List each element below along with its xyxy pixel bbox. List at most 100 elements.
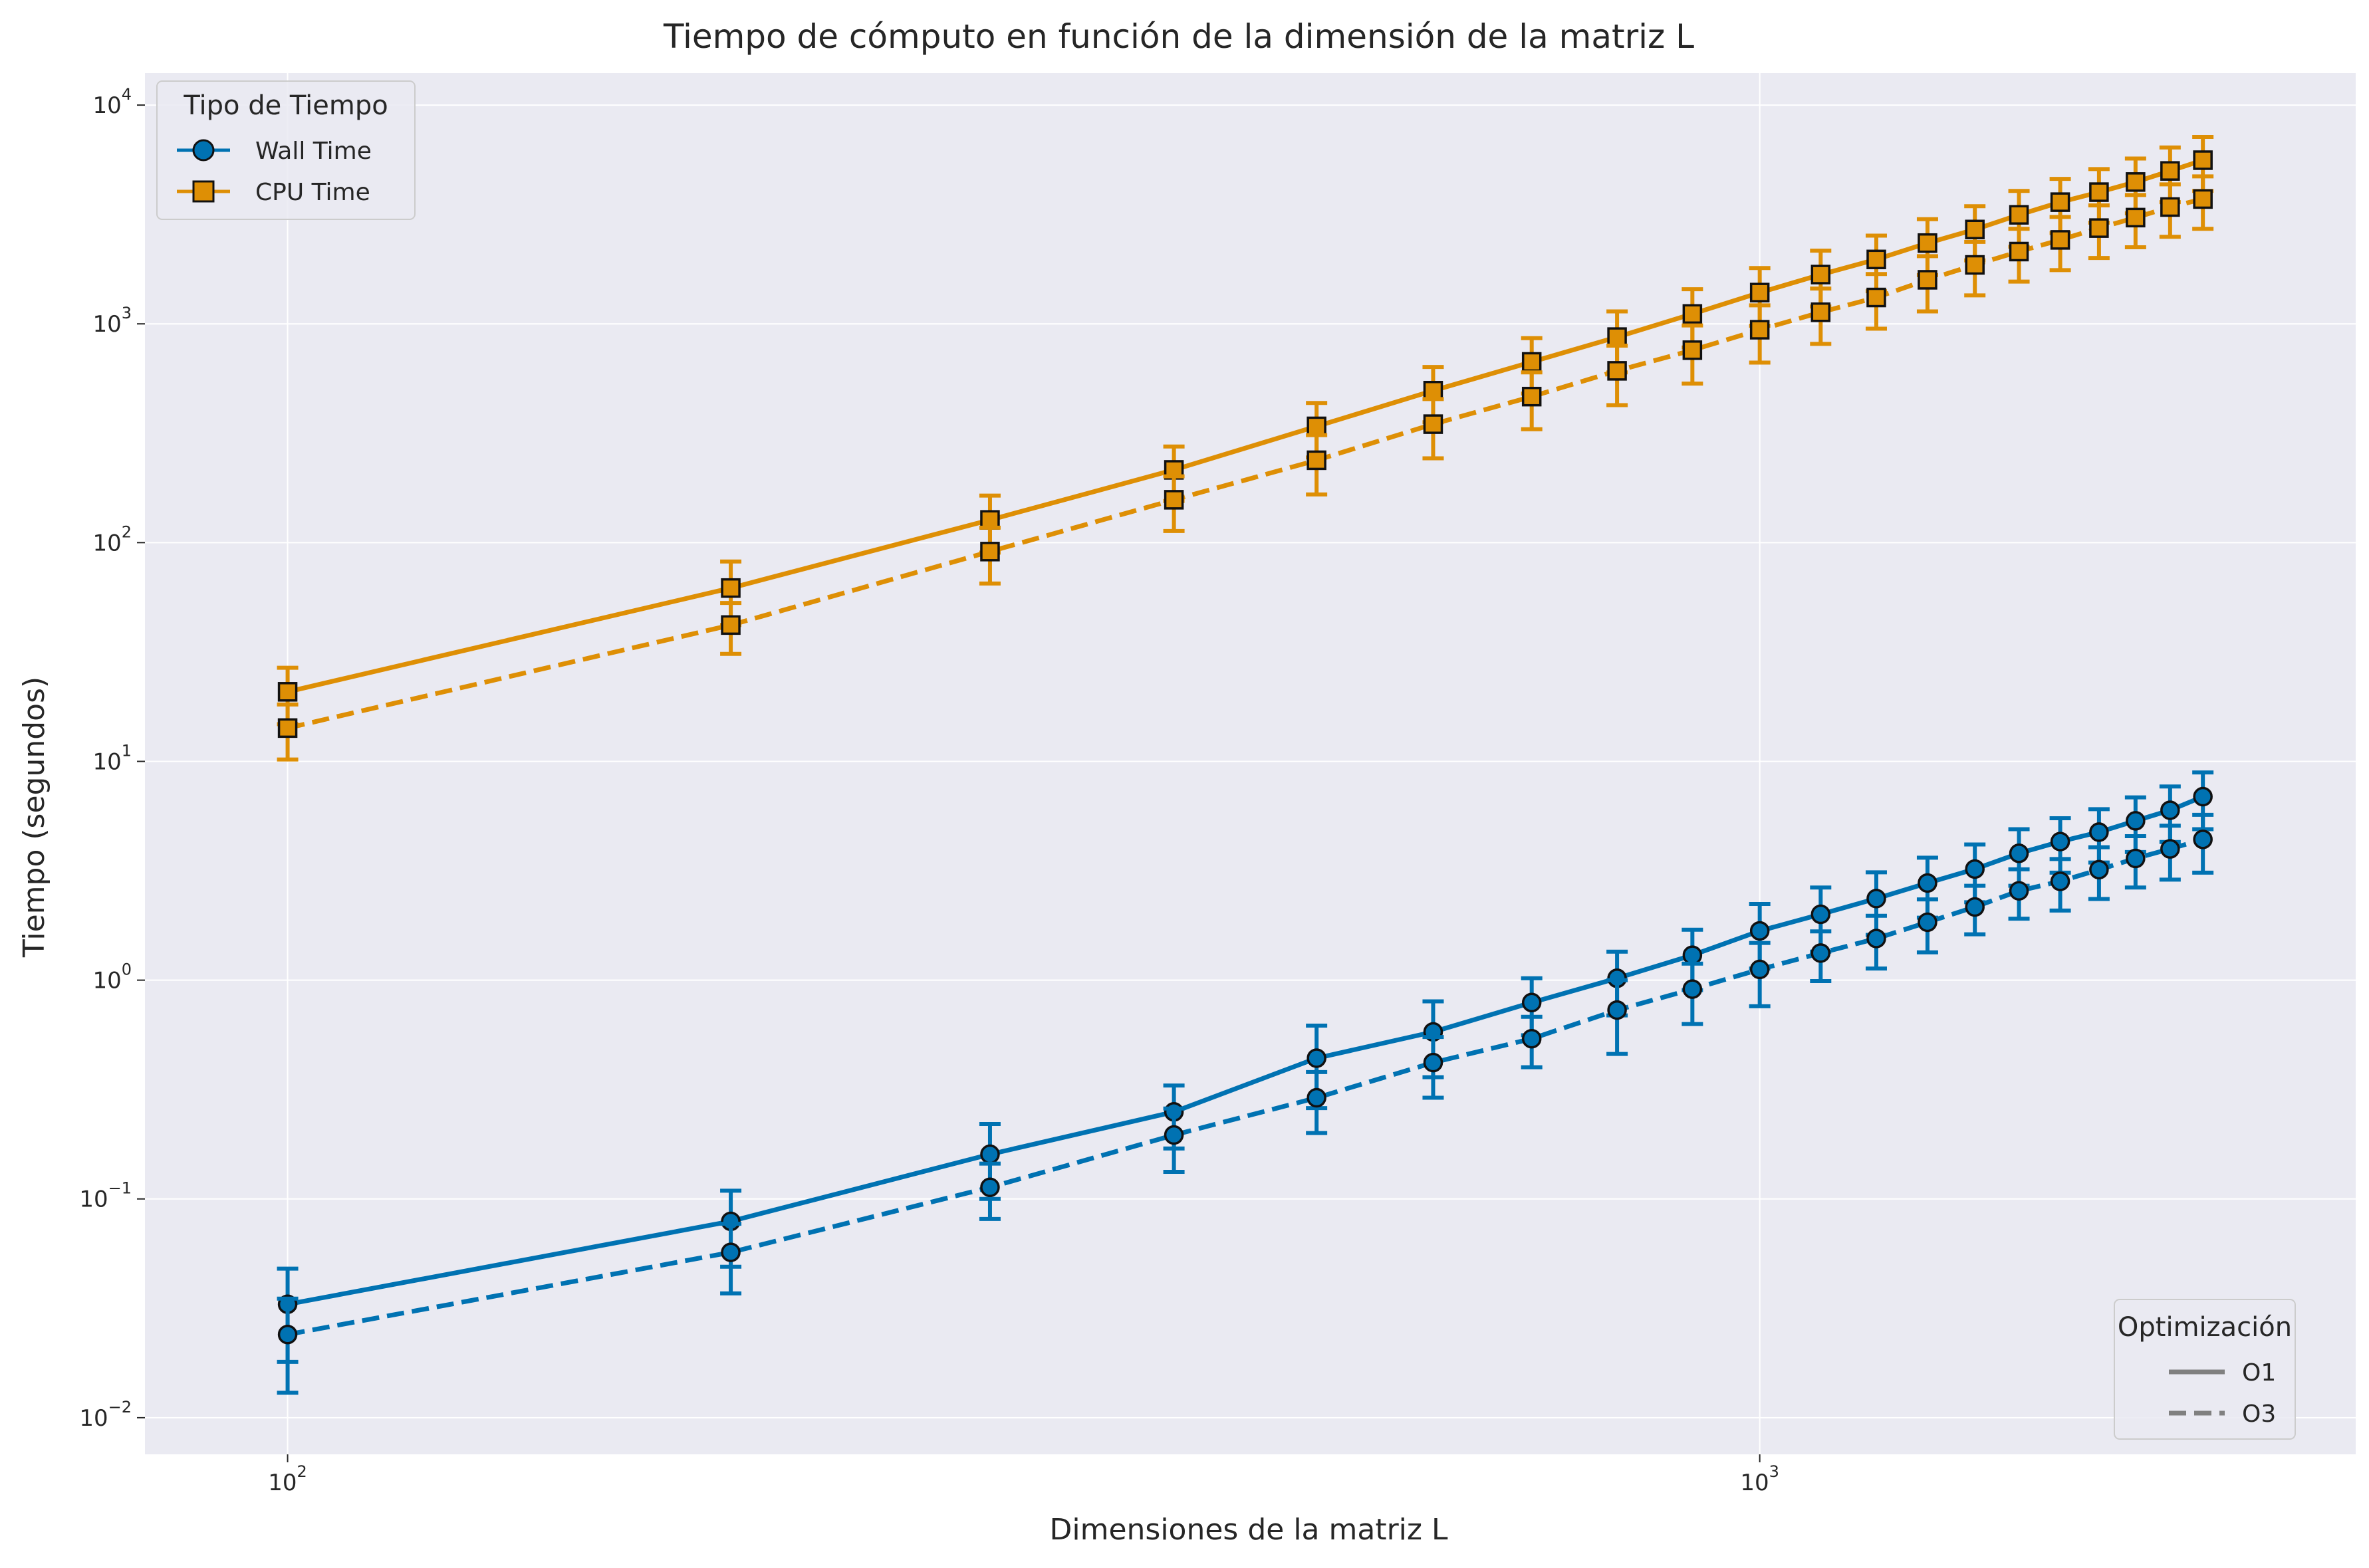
- legend-frame: [156, 80, 416, 220]
- data-point: [1918, 873, 1937, 893]
- data-point: [1810, 265, 1831, 284]
- data-point: [980, 1177, 1000, 1198]
- legend-frame: [2114, 1299, 2296, 1440]
- data-point: [1810, 904, 1831, 925]
- data-point: [1918, 233, 1937, 253]
- data-point: [1423, 414, 1443, 434]
- data-point: [2193, 830, 2213, 849]
- data-point: [1682, 979, 1703, 999]
- data-point: [2050, 192, 2070, 212]
- x-tick-exponent: 2: [297, 1462, 307, 1481]
- y-axis-label: Tiempo (segundos): [17, 677, 51, 958]
- data-point: [1682, 340, 1703, 360]
- data-point: [1521, 992, 1542, 1013]
- data-point: [2126, 172, 2146, 192]
- data-point: [1307, 1048, 1326, 1068]
- data-point: [1965, 897, 1985, 917]
- data-point: [1682, 304, 1703, 324]
- data-point: [1521, 386, 1542, 407]
- y-tick-exponent: 3: [122, 304, 132, 322]
- data-point: [1810, 943, 1831, 963]
- series-line: [287, 837, 2204, 1337]
- data-point: [2160, 161, 2180, 181]
- data-point: [2126, 848, 2146, 869]
- data-point: [2126, 811, 2146, 831]
- data-point: [277, 682, 298, 702]
- chart-title: Tiempo de cómputo en función de la dimen…: [663, 17, 1694, 56]
- data-point: [2160, 197, 2180, 217]
- y-tick-exponent: −1: [108, 1179, 132, 1198]
- data-point: [1866, 287, 1886, 308]
- series-wall-time-o3: [277, 812, 2214, 1395]
- data-point: [2050, 230, 2070, 250]
- data-point: [2089, 859, 2109, 880]
- data-point: [1164, 1125, 1184, 1145]
- data-point: [2050, 871, 2070, 891]
- data-point: [1866, 889, 1886, 909]
- data-point: [721, 1242, 741, 1262]
- legend-square-marker: [192, 180, 215, 203]
- data-point: [1423, 1052, 1443, 1073]
- data-point: [721, 578, 741, 598]
- y-tick-exponent: 1: [122, 741, 132, 760]
- legend-title: Optimización: [2118, 1312, 2292, 1343]
- x-axis-label: Dimensiones de la matriz L: [1049, 1513, 1447, 1547]
- data-point: [1866, 929, 1886, 949]
- data-point: [2193, 189, 2213, 209]
- data-point: [1965, 255, 1985, 275]
- legend-optimizacion: Optimización O1 O3: [2114, 1299, 2296, 1440]
- data-point: [1965, 859, 1985, 879]
- data-point: [1307, 1087, 1326, 1108]
- data-point: [2050, 832, 2070, 851]
- y-tick-exponent: 0: [122, 960, 132, 979]
- data-point: [2193, 150, 2213, 170]
- data-point: [2126, 207, 2146, 228]
- y-tick-exponent: −2: [108, 1398, 132, 1416]
- legend-title: Tipo de Tiempo: [183, 90, 388, 121]
- data-point: [1918, 912, 1937, 933]
- data-point: [1607, 327, 1627, 347]
- x-tick-exponent: 3: [1769, 1462, 1779, 1481]
- data-point: [1749, 320, 1770, 340]
- data-point: [1607, 361, 1627, 381]
- plot-area: [145, 73, 2356, 1454]
- data-point: [2089, 182, 2109, 202]
- legend-label: Wall Time: [255, 138, 372, 165]
- data-point: [277, 718, 298, 738]
- legend-label: O1: [2242, 1359, 2276, 1387]
- data-point: [1866, 249, 1886, 270]
- data-point: [2089, 218, 2109, 238]
- data-point: [1749, 282, 1770, 302]
- data-point: [1521, 352, 1542, 372]
- data-layer: [277, 135, 2214, 1395]
- data-point: [277, 1324, 298, 1345]
- data-point: [1423, 380, 1443, 401]
- data-point: [2193, 786, 2213, 807]
- data-point: [2009, 881, 2029, 901]
- y-tick-exponent: 4: [122, 85, 132, 104]
- data-point: [2089, 822, 2109, 842]
- series-cpu-time-o3: [277, 174, 2214, 762]
- y-tick-exponent: 2: [122, 522, 132, 541]
- data-point: [1682, 945, 1703, 965]
- legend-label: O3: [2242, 1400, 2276, 1428]
- data-point: [1810, 302, 1831, 322]
- data-point: [721, 615, 741, 635]
- legend-tipo-de-tiempo: Tipo de Tiempo Wall Time CPU Time: [156, 80, 416, 220]
- data-point: [1918, 270, 1937, 290]
- data-point: [1164, 490, 1184, 510]
- legend-circle-marker: [192, 139, 215, 162]
- data-point: [2160, 839, 2180, 859]
- data-point: [1307, 450, 1326, 471]
- data-point: [1607, 1000, 1627, 1020]
- legend-label: CPU Time: [255, 179, 370, 206]
- data-point: [2009, 241, 2029, 262]
- data-point: [1521, 1028, 1542, 1049]
- data-point: [980, 542, 1000, 562]
- data-point: [1749, 921, 1770, 941]
- grid: [145, 73, 2356, 1454]
- data-point: [2009, 205, 2029, 225]
- data-point: [2009, 843, 2029, 863]
